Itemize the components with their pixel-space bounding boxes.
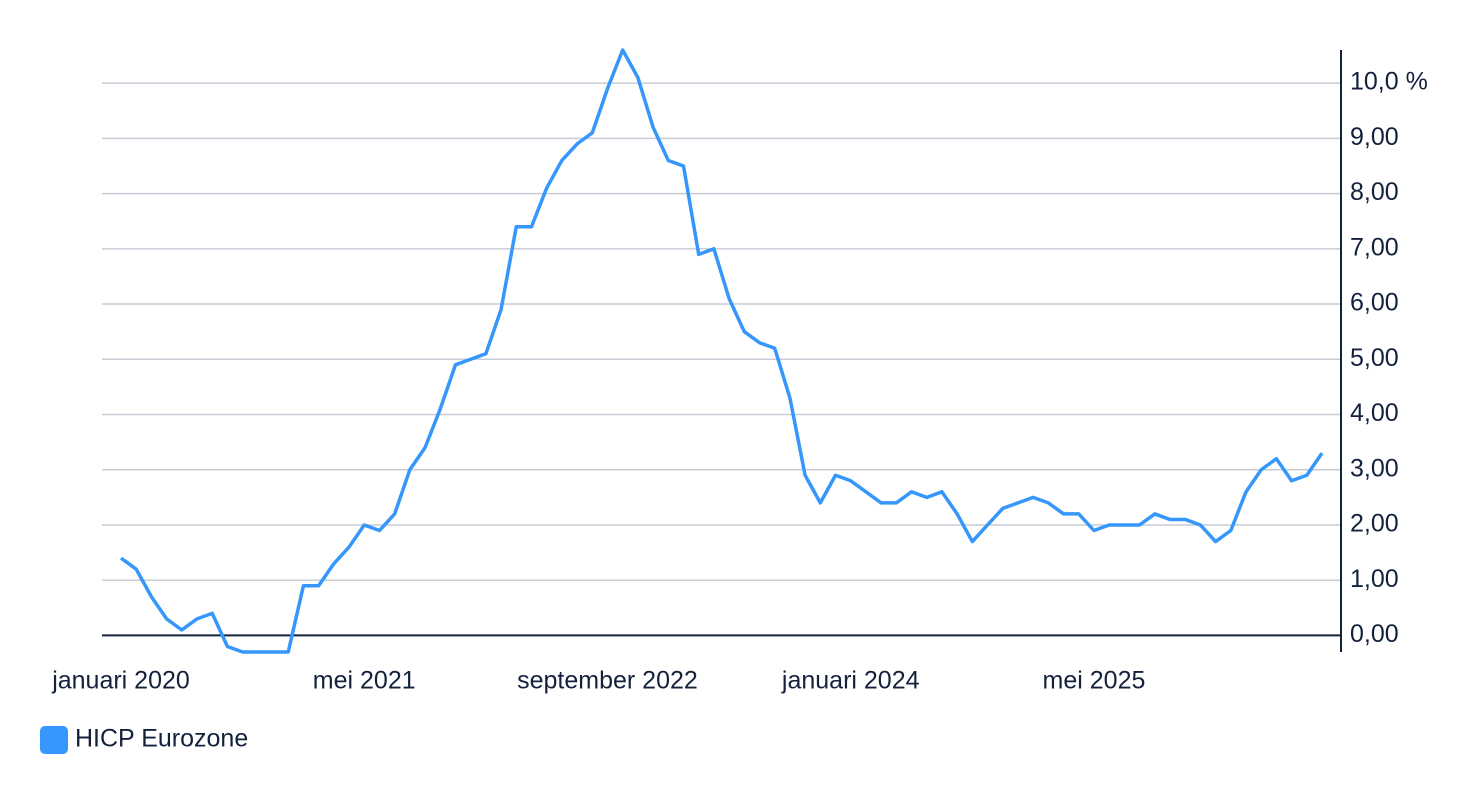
x-tick-label: mei 2021 — [313, 667, 416, 695]
y-tick-label: 0,00 — [1350, 620, 1399, 648]
x-tick-label: september 2022 — [517, 667, 698, 695]
x-tick-label: januari 2020 — [51, 667, 190, 695]
y-tick-label: 3,00 — [1350, 454, 1399, 482]
legend-swatch — [40, 726, 68, 754]
data-line — [119, 48, 1324, 654]
y-tick-label: 8,00 — [1350, 178, 1399, 206]
legend-label: HICP Eurozone — [75, 725, 248, 753]
y-tick-label: 9,00 — [1350, 123, 1399, 151]
y-tick-label: 2,00 — [1350, 510, 1399, 538]
y-tick-label: 10,0 % — [1350, 68, 1428, 96]
y-tick-label: 5,00 — [1350, 344, 1399, 372]
y-tick-label: 6,00 — [1350, 289, 1399, 317]
y-tick-label: 4,00 — [1350, 399, 1399, 427]
x-tick-label: januari 2024 — [781, 667, 920, 695]
x-tick-label: mei 2025 — [1043, 667, 1146, 695]
y-tick-label: 1,00 — [1350, 565, 1399, 593]
y-tick-label: 7,00 — [1350, 233, 1399, 261]
